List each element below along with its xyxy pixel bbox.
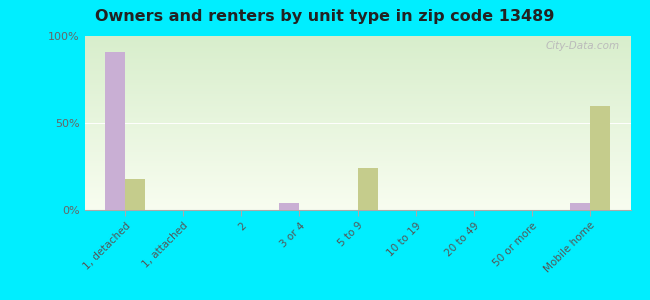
Bar [590, 106, 610, 210]
Bar [105, 52, 125, 210]
Text: City-Data.com: City-Data.com [545, 41, 619, 51]
Bar [125, 179, 146, 210]
Bar [569, 203, 590, 210]
Text: Owners and renters by unit type in zip code 13489: Owners and renters by unit type in zip c… [96, 9, 554, 24]
Bar [358, 168, 378, 210]
Bar [279, 203, 300, 210]
